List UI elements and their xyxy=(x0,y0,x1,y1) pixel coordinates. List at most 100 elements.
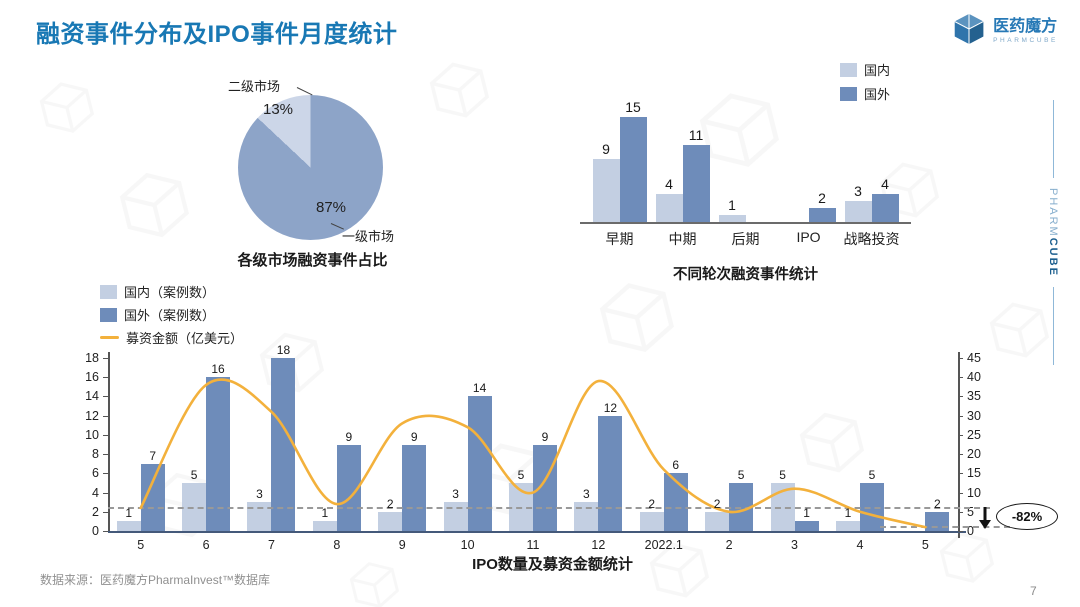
x-axis xyxy=(108,531,966,533)
bar-foreign xyxy=(598,415,623,531)
category-label: 后期 xyxy=(731,231,760,247)
market-pie-chart xyxy=(238,95,383,240)
bar-group: 9 15 xyxy=(588,62,651,222)
right-axis xyxy=(958,352,960,538)
x-tick-label: 2 xyxy=(725,538,733,552)
bar-value-label: 1 xyxy=(844,506,852,521)
ipo-legend-amount: 募资金额（亿美元） xyxy=(100,328,243,347)
right-tick-label: 0 xyxy=(967,524,974,538)
bar xyxy=(682,145,710,222)
ipo-combo-chart: IPO数量及募资金额统计 0 2 4 6 8 10 12 14 16 18 0 5 10 15 20 25 30… xyxy=(85,343,1058,576)
bar-group: 2 xyxy=(777,62,840,222)
rail-line-top xyxy=(1052,100,1054,178)
left-tick-label: 0 xyxy=(92,524,99,538)
bar xyxy=(718,215,746,222)
bar xyxy=(871,194,899,222)
x-tick-label: 10 xyxy=(460,538,475,552)
left-tick xyxy=(103,415,108,417)
bar-value-label: 9 xyxy=(541,429,549,444)
right-tick xyxy=(958,492,963,494)
rounds-chart-title: 不同轮次融资事件统计 xyxy=(673,267,818,283)
rounds-bar-chart: 国内 国外 9 15 4 11 1 2 3 4 早期 中期 后期 IPO 战略投资 不同轮次融资事件统… xyxy=(578,60,913,284)
rail-brand-text: PHARMCUBE xyxy=(1047,188,1059,277)
rounds-plot-area: 9 15 4 11 1 2 3 4 xyxy=(578,62,913,222)
right-tick-label: 15 xyxy=(967,466,981,481)
bar-value-label: 5 xyxy=(517,467,525,482)
ipo-legend-domestic: 国内（案例数） xyxy=(100,282,243,301)
rounds-x-axis xyxy=(580,222,911,224)
x-tick-label: 12 xyxy=(591,538,606,552)
left-tick-label: 16 xyxy=(85,370,99,385)
bar-value-label: 9 xyxy=(602,141,610,157)
bar-value-label: 3 xyxy=(256,487,263,502)
bar-value-label: 14 xyxy=(472,381,487,396)
bar xyxy=(808,208,836,222)
bar-value-label: 5 xyxy=(737,467,745,482)
bar-slot: 3 xyxy=(844,62,872,222)
left-tick xyxy=(103,511,108,513)
bar-foreign xyxy=(402,444,427,531)
bar-slot: 15 xyxy=(619,62,647,222)
right-tick-label: 5 xyxy=(967,504,974,519)
right-tick xyxy=(958,454,963,456)
bar-slot xyxy=(746,62,773,222)
decline-badge: -82% xyxy=(996,502,1058,530)
right-tick-label: 35 xyxy=(967,389,981,404)
left-tick xyxy=(103,531,108,532)
legend-label-foreign: 国外 xyxy=(864,87,891,102)
left-tick xyxy=(103,492,108,494)
bar-value-label: 3 xyxy=(452,487,459,502)
bar xyxy=(592,159,620,222)
bar-value-label: 2 xyxy=(648,496,656,511)
right-tick xyxy=(958,434,963,436)
pie-label-primary-market: 一级市场 xyxy=(342,229,395,244)
x-tick-label: 9 xyxy=(398,538,406,552)
left-tick-label: 18 xyxy=(85,351,99,365)
right-tick-label: 25 xyxy=(967,427,981,442)
ipo-legend-line-swatch xyxy=(100,336,119,339)
bar-group: 1 xyxy=(714,62,777,222)
right-tick-label: 40 xyxy=(967,370,981,385)
reference-line-upper xyxy=(108,506,990,509)
right-tick xyxy=(958,377,963,379)
ipo-chart-title: IPO数量及募资金额统计 xyxy=(472,556,633,573)
ipo-legend-swatch-domestic xyxy=(100,284,117,299)
bar-value-label: 18 xyxy=(276,343,291,357)
page-number: 7 xyxy=(1030,584,1037,598)
bar-value-label: 9 xyxy=(345,429,353,444)
bar-value-label: 16 xyxy=(211,362,225,377)
right-tick xyxy=(958,511,963,513)
bar-value-label: 3 xyxy=(854,183,862,199)
bar-group: 4 11 xyxy=(651,62,714,222)
bar xyxy=(844,201,872,222)
ipo-legend-label-amount: 募资金额（亿美元） xyxy=(126,331,244,346)
bar-foreign xyxy=(206,377,231,531)
down-arrow-icon xyxy=(978,506,992,535)
legend-item-foreign: 国外 xyxy=(840,84,890,103)
x-tick-label: 11 xyxy=(526,538,540,552)
bar-value-label: 1 xyxy=(321,506,329,521)
bar-value-label: 6 xyxy=(672,458,680,473)
bar-foreign xyxy=(794,521,819,531)
right-tick xyxy=(958,531,963,532)
x-tick-label: 8 xyxy=(333,538,341,552)
left-tick-label: 14 xyxy=(85,389,99,404)
bar-value-label: 2 xyxy=(818,190,826,206)
bar-value-label: 12 xyxy=(603,400,618,415)
rail-line-bottom xyxy=(1052,286,1054,365)
bar-foreign xyxy=(533,444,557,531)
x-tick-label: 3 xyxy=(791,538,798,552)
legend-swatch-foreign xyxy=(840,86,857,101)
bar-value-label: 1 xyxy=(803,506,810,521)
logo-subtext: PHARMCUBE xyxy=(993,36,1058,44)
ipo-legend-label-domestic: 国内（案例数） xyxy=(124,285,216,300)
bar-value-label: 9 xyxy=(410,429,418,444)
bar-value-label: 1 xyxy=(125,506,133,521)
bar-slot: 2 xyxy=(808,62,836,222)
bar-value-label: 15 xyxy=(625,99,641,115)
x-tick-label: 5 xyxy=(921,538,929,552)
right-tick-label: 45 xyxy=(967,351,981,365)
bar-value-label: 1 xyxy=(728,197,736,213)
category-label: 早期 xyxy=(605,231,634,247)
